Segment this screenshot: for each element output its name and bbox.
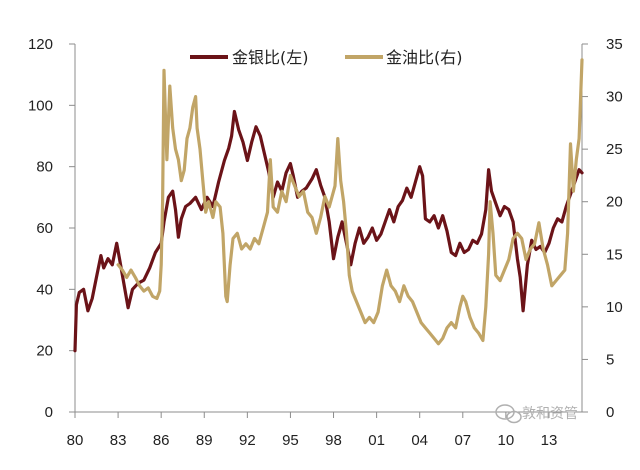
axes: 0 20 40 60 80 100 120 0 5 10 15 20 25 30 35 80 83 86 89 92 9… <box>28 36 623 449</box>
wechat-icon <box>495 404 522 424</box>
watermark: 敦和资管 <box>495 404 578 424</box>
x-tick-label: 13 <box>541 432 558 449</box>
gold-oil-ratio-line <box>116 58 584 346</box>
legend-label: 金银比(左) <box>232 48 309 67</box>
left-tick-label: 20 <box>36 343 53 360</box>
right-tick-label: 10 <box>606 299 623 316</box>
left-tick-label: 120 <box>28 36 53 53</box>
right-tick-label: 30 <box>606 89 623 106</box>
right-tick-label: 35 <box>606 36 623 53</box>
right-tick-label: 25 <box>606 141 623 158</box>
x-tick-label: 92 <box>239 432 256 449</box>
left-tick-label: 80 <box>36 159 53 176</box>
x-tick-label: 95 <box>282 432 299 449</box>
left-tick-label: 100 <box>28 97 53 114</box>
x-tick-label: 04 <box>411 432 428 449</box>
right-tick-label: 20 <box>606 194 623 211</box>
x-tick-label: 86 <box>153 432 170 449</box>
right-tick-label: 15 <box>606 246 623 263</box>
x-tick-label: 01 <box>368 432 385 449</box>
right-tick-label: 0 <box>606 404 614 421</box>
legend: 金银比(左) 金油比(右) <box>190 48 463 67</box>
x-tick-label: 89 <box>196 432 213 449</box>
right-tick-label: 5 <box>606 351 614 368</box>
left-tick-label: 60 <box>36 220 53 237</box>
x-tick-label: 07 <box>454 432 471 449</box>
x-tick-label: 98 <box>325 432 342 449</box>
left-tick-label: 0 <box>45 404 53 421</box>
watermark-text: 敦和资管 <box>522 406 578 422</box>
series-layer <box>73 58 584 353</box>
x-tick-label: 83 <box>110 432 127 449</box>
x-tick-label: 10 <box>498 432 515 449</box>
legend-label: 金油比(右) <box>386 48 463 67</box>
x-tick-label: 80 <box>67 432 84 449</box>
left-tick-label: 40 <box>36 281 53 298</box>
gold-silver-ratio-line <box>73 109 584 353</box>
